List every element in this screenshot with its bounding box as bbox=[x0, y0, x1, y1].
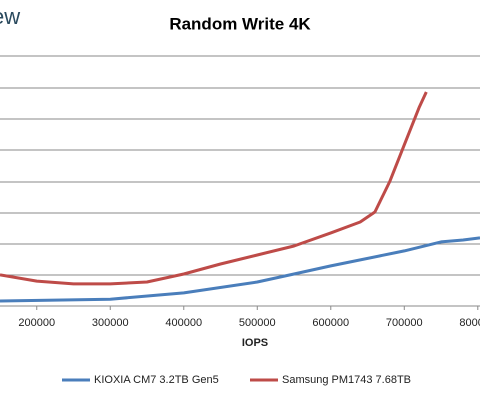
x-tick-label: 300000 bbox=[92, 317, 129, 329]
legend-label: Samsung PM1743 7.68TB bbox=[282, 374, 411, 386]
logo: ew bbox=[0, 4, 20, 29]
grid bbox=[0, 55, 480, 307]
x-tick-label: 500000 bbox=[239, 317, 276, 329]
x-tick-label: 600000 bbox=[312, 317, 349, 329]
series-line bbox=[0, 236, 480, 303]
x-tick-label: 800000 bbox=[459, 317, 480, 329]
x-tick-label: 700000 bbox=[386, 317, 423, 329]
chart-title: Random Write 4K bbox=[169, 14, 311, 33]
legend-label: KIOXIA CM7 3.2TB Gen5 bbox=[94, 374, 219, 386]
x-tick-label: 200000 bbox=[18, 317, 55, 329]
x-tick-label: 400000 bbox=[165, 317, 202, 329]
series-line bbox=[0, 91, 428, 286]
x-axis-label: IOPS bbox=[242, 337, 268, 349]
